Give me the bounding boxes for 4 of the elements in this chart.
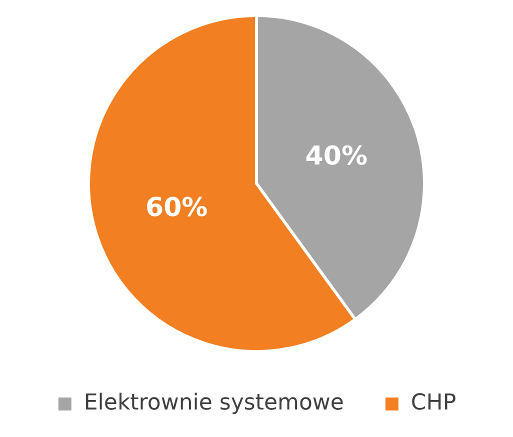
legend-label: Elektrownie systemowe [84, 390, 344, 416]
data-label: 40% [305, 141, 368, 172]
legend-label: CHP [410, 390, 456, 416]
data-label: 60% [145, 193, 208, 224]
